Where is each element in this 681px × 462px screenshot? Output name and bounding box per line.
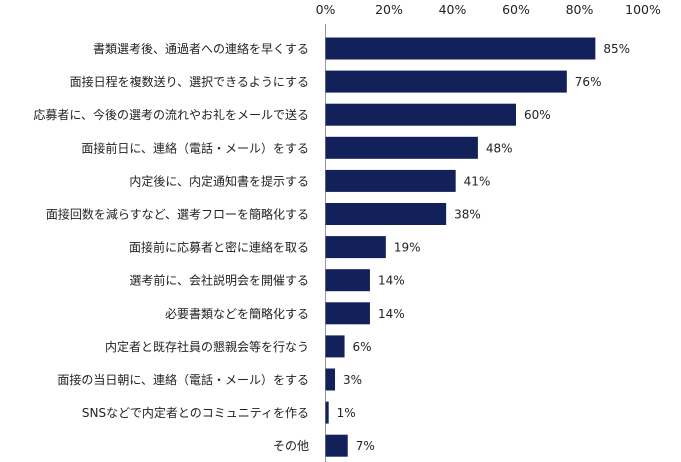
- bars: [325, 37, 596, 457]
- category-label: 書類選考後、通過者への連絡を早くする: [93, 41, 309, 56]
- x-tick-label: 0%: [316, 2, 336, 17]
- value-label: 85%: [603, 42, 630, 56]
- x-tick-label: 100%: [625, 2, 661, 17]
- value-label: 38%: [454, 208, 481, 222]
- category-label: 応募者に、今後の選考の流れやお礼をメールで送る: [33, 107, 309, 122]
- category-label: その他: [273, 439, 309, 453]
- category-label: 面接回数を減らすなど、選考フローを簡略化する: [46, 207, 309, 222]
- value-label: 1%: [337, 406, 356, 420]
- category-label: 必要書類などを簡略化する: [165, 306, 309, 321]
- bar: [325, 203, 447, 225]
- bar: [325, 236, 386, 259]
- x-tick-label: 40%: [439, 2, 467, 17]
- bar: [325, 70, 567, 93]
- value-label: 60%: [524, 108, 551, 122]
- value-label: 7%: [356, 439, 375, 453]
- bar: [325, 269, 370, 292]
- bar: [325, 434, 348, 457]
- category-label: 面接前日に、連絡（電話・メール）をする: [81, 140, 309, 155]
- bar: [325, 136, 478, 159]
- bar: [325, 302, 370, 325]
- category-label: 面接日程を複数送り、選択できるようにする: [70, 74, 309, 89]
- value-label: 76%: [575, 75, 602, 89]
- category-label: 内定後に、内定通知書を提示する: [129, 173, 309, 188]
- bar: [325, 103, 516, 126]
- value-label: 6%: [353, 340, 372, 354]
- category-label: 面接の当日朝に、連絡（電話・メール）をする: [57, 372, 309, 387]
- category-labels: 書類選考後、通過者への連絡を早くする面接日程を複数送り、選択できるようにする応募…: [33, 41, 309, 453]
- value-label: 19%: [394, 241, 421, 255]
- bar: [325, 335, 345, 358]
- x-tick-label: 80%: [566, 2, 594, 17]
- bar: [325, 169, 456, 192]
- category-label: SNSなどで内定者とのコミュニティを作る: [82, 405, 309, 420]
- value-label: 48%: [486, 141, 513, 155]
- category-label: 内定者と既存社員の懇親会等を行なう: [105, 339, 309, 354]
- bar: [325, 401, 329, 424]
- value-labels: 85% 76% 60% 48% 41% 38% 19% 14% 14% 6% 3% 1% 7%: [337, 42, 630, 453]
- x-axis-ticks: 0% 20% 40% 60% 80% 100%: [316, 2, 661, 17]
- value-label: 14%: [378, 307, 405, 321]
- bar: [325, 368, 336, 391]
- category-label: 選考前に、会社説明会を開催する: [129, 273, 309, 288]
- bar: [325, 37, 596, 60]
- value-label: 14%: [378, 274, 405, 288]
- value-label: 41%: [464, 174, 491, 188]
- category-label: 面接前に応募者と密に連絡を取る: [129, 240, 309, 255]
- value-label: 3%: [343, 373, 362, 387]
- x-tick-label: 20%: [375, 2, 403, 17]
- x-tick-label: 60%: [502, 2, 530, 17]
